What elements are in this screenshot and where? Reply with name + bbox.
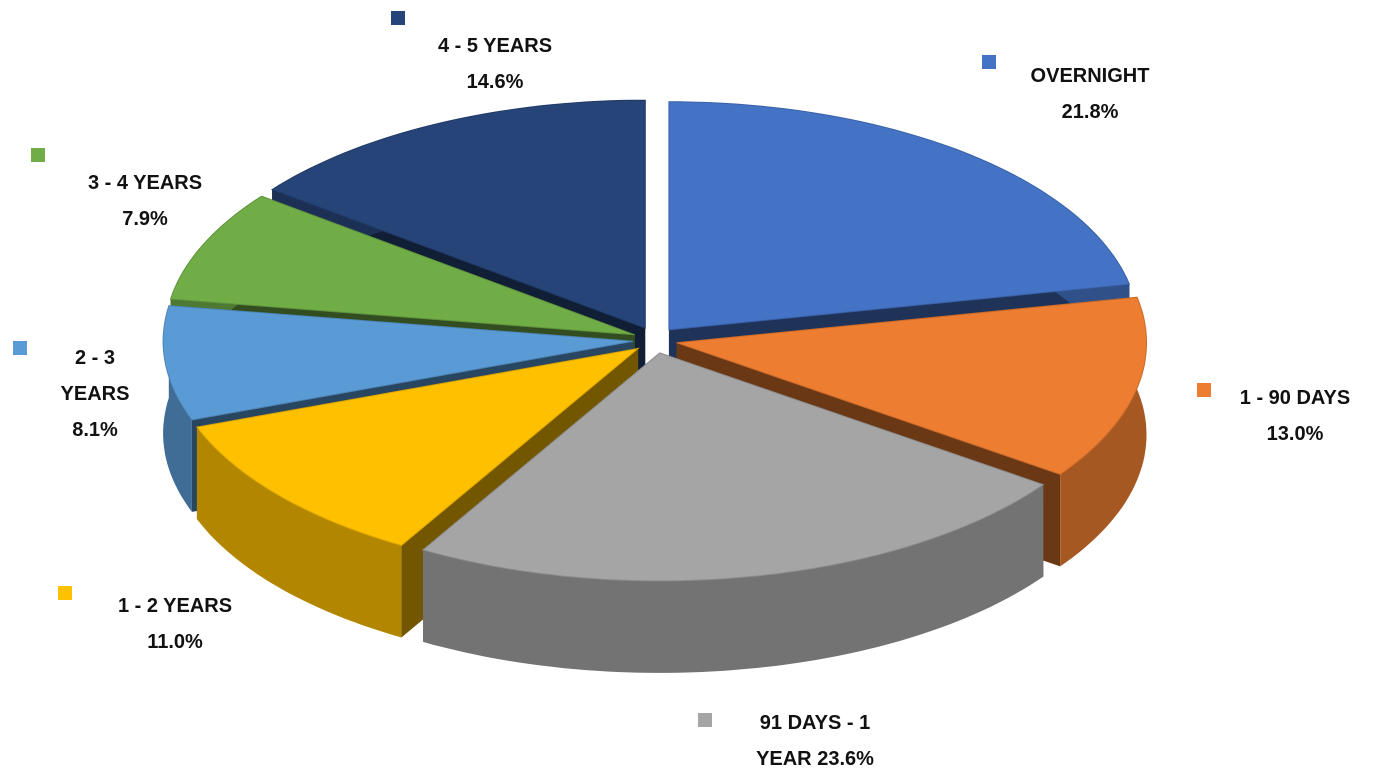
legend-swatch — [1197, 383, 1211, 397]
slice — [270, 99, 646, 329]
data-label: 1 - 90 DAYS 13.0% — [1215, 380, 1374, 452]
legend-swatch — [31, 148, 45, 162]
category-label: 4 - 5 YEARS — [437, 35, 553, 57]
value-label: 7.9% — [122, 208, 168, 230]
data-label: 91 DAYS - 1 YEAR 23.6% — [745, 705, 885, 777]
value-label: 14.6% — [466, 71, 524, 93]
value-label: 8.1% — [72, 419, 118, 441]
value-label: 21.8% — [1061, 101, 1119, 123]
slice-wall — [423, 484, 1044, 673]
category-label: 2 - 3 YEARS — [60, 347, 130, 405]
data-label: OVERNIGHT 21.8% — [1010, 58, 1170, 130]
data-label: 3 - 4 YEARS 7.9% — [65, 165, 225, 237]
category-label: OVERNIGHT — [1030, 65, 1150, 87]
slice — [676, 296, 1148, 475]
slice — [421, 352, 1045, 582]
data-label: 2 - 3 YEARS 8.1% — [55, 340, 135, 448]
value-label: 13.0% — [1266, 423, 1324, 445]
category-label: 91 DAYS - 1 YEAR — [756, 712, 871, 770]
category-label: 1 - 90 DAYS — [1239, 387, 1351, 409]
legend-swatch — [982, 55, 996, 69]
slice-wall — [163, 305, 192, 512]
category-label: 1 - 2 YEARS — [117, 595, 233, 617]
data-label: 1 - 2 YEARS 11.0% — [95, 588, 255, 660]
slice — [169, 195, 635, 336]
slice — [195, 347, 640, 547]
slice — [162, 305, 634, 421]
category-label: 3 - 4 YEARS — [87, 172, 203, 194]
slice-wall — [1060, 297, 1147, 567]
value-label: 23.6% — [817, 748, 874, 770]
legend-swatch — [13, 341, 27, 355]
data-label: 4 - 5 YEARS 14.6% — [415, 28, 575, 100]
slice-wall — [196, 427, 402, 638]
legend-swatch — [698, 713, 712, 727]
slice — [668, 101, 1131, 331]
value-label: 11.0% — [147, 631, 203, 653]
legend-swatch — [58, 586, 72, 600]
legend-swatch — [391, 11, 405, 25]
